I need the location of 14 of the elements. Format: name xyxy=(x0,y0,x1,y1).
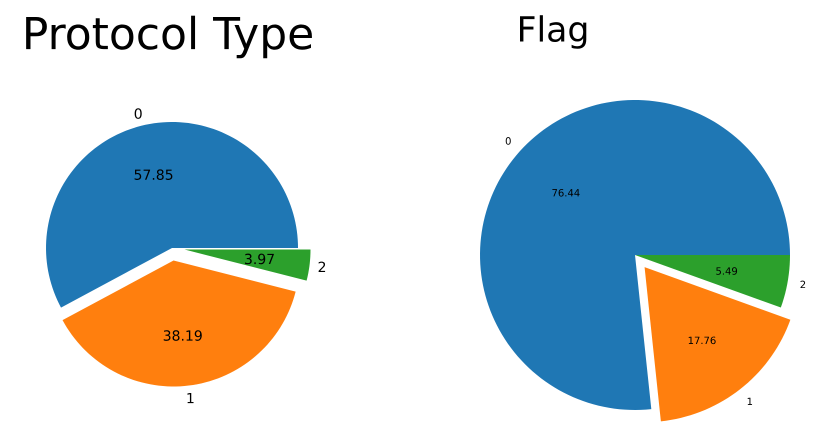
slice-label: 0 xyxy=(506,137,511,145)
chart-title: Flag xyxy=(520,15,586,49)
slice-label: 2 xyxy=(800,280,806,288)
chart-title: Protocol Type xyxy=(26,16,312,58)
data-label: 5.49 xyxy=(716,267,738,275)
slice-label: 1 xyxy=(187,392,194,404)
data-label: 17.76 xyxy=(688,336,716,344)
data-label: 3.97 xyxy=(245,254,274,264)
slice-label: 0 xyxy=(134,108,142,119)
slice-label: 2 xyxy=(318,262,326,272)
data-label: 57.85 xyxy=(134,169,172,180)
data-label: 76.44 xyxy=(552,188,580,197)
data-label: 38.19 xyxy=(164,330,202,341)
slice-label: 1 xyxy=(748,398,752,405)
